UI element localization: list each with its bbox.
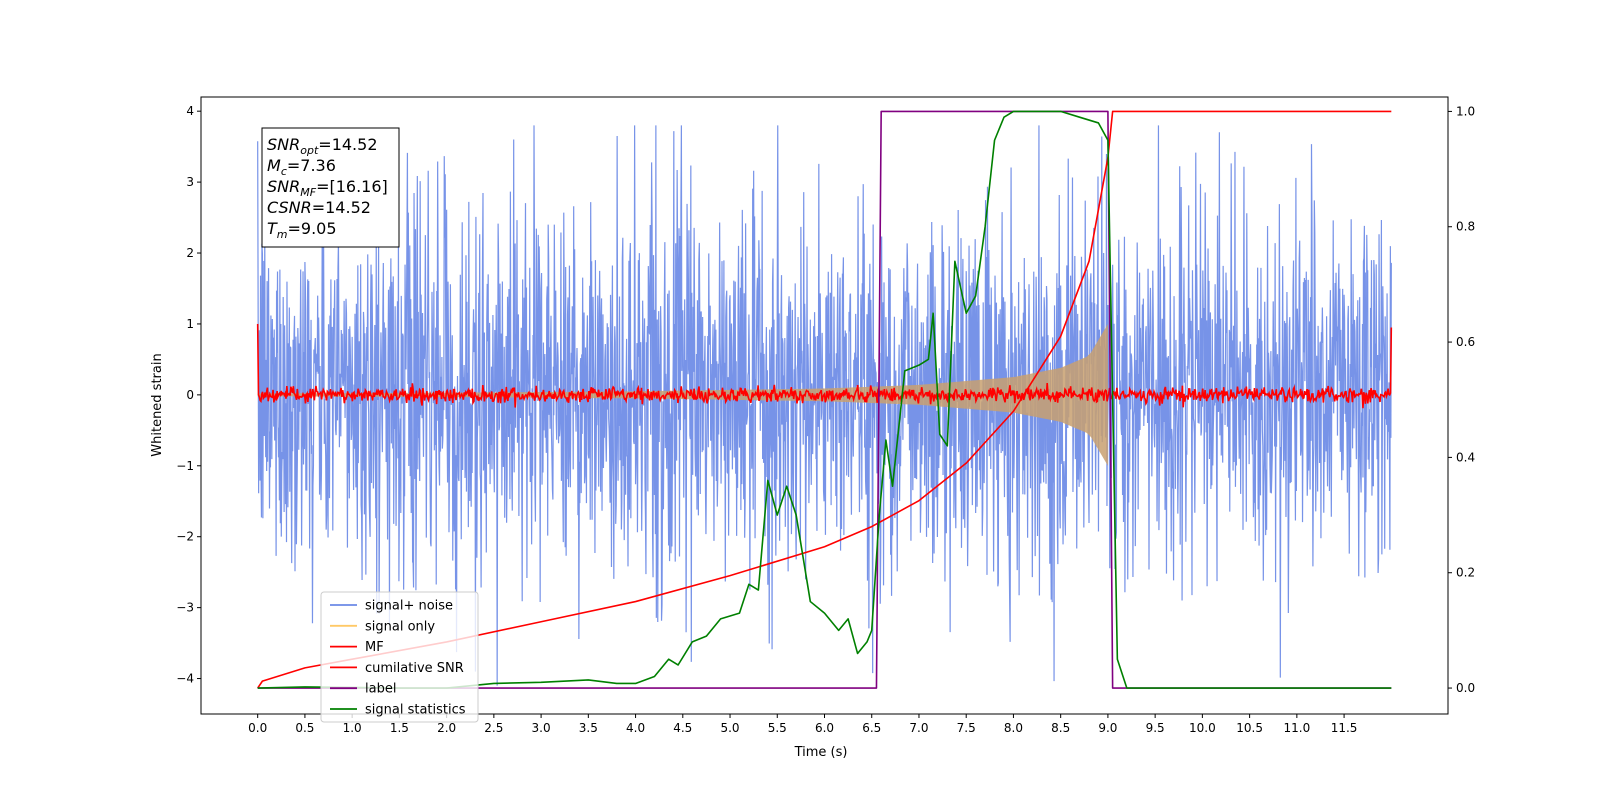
x-tick-label: 9.5: [1146, 721, 1165, 735]
y-tick-label: 4: [186, 104, 194, 118]
x-tick-label: 3.0: [532, 721, 551, 735]
x-axis: 0.0 0.5 1.0 1.5 2.0 2.5 3.0 3.5 4.0 4.5 5.0 5.5 6.0 6…: [248, 714, 1357, 735]
y-tick-label: 0: [186, 388, 194, 402]
legend-frame: [320, 591, 479, 723]
x-tick-label: 1.5: [390, 721, 409, 735]
y2-tick-label: 0.8: [1456, 220, 1475, 234]
y2-tick-label: 0.2: [1456, 566, 1475, 580]
y2-tick-label: 0.0: [1456, 681, 1475, 695]
legend-label: MF: [365, 640, 384, 655]
y2-tick-label: 0.4: [1456, 450, 1475, 464]
x-tick-label: 4.5: [673, 721, 692, 735]
x-tick-label: 11.0: [1283, 721, 1310, 735]
x-tick-label: 11.5: [1331, 721, 1358, 735]
x-tick-label: 5.0: [720, 721, 739, 735]
y-tick-label: −3: [176, 601, 194, 615]
info-box: SNRopt=14.52Mc=7.36SNRMF=[16.16]CSNR=14.…: [261, 127, 400, 248]
info-line: Tm=9.05: [267, 219, 337, 241]
x-tick-label: 4.0: [626, 721, 645, 735]
x-tick-label: 6.5: [862, 721, 881, 735]
y-tick-label: 3: [186, 175, 194, 189]
x-tick-label: 10.5: [1236, 721, 1263, 735]
x-tick-label: 3.5: [579, 721, 598, 735]
legend-label: label: [365, 682, 396, 697]
x-tick-label: 7.5: [957, 721, 976, 735]
series-mf: [256, 323, 1393, 409]
y-axis-left: −4 −3 −2 −1 0 1 2 3 4: [176, 104, 201, 686]
x-tick-label: 5.5: [768, 721, 787, 735]
x-tick-label: 0.0: [248, 721, 267, 735]
y2-tick-label: 0.6: [1456, 335, 1475, 349]
info-line: CSNR=14.52: [267, 198, 371, 217]
legend: signal+ noise signal only MF cumilative SNR…: [320, 591, 479, 723]
y-axis-right: 0.0 0.2 0.4 0.6 0.8 1.0: [1448, 104, 1475, 695]
x-tick-label: 8.5: [1051, 721, 1070, 735]
y-tick-label: 2: [186, 246, 194, 260]
x-tick-label: 2.0: [437, 721, 456, 735]
info-line: SNRMF=[16.16]: [267, 177, 388, 199]
x-axis-title: Time (s): [794, 745, 848, 760]
x-tick-label: 8.0: [1004, 721, 1023, 735]
info-line: SNRopt=14.52: [267, 135, 378, 157]
x-tick-label: 1.0: [343, 721, 362, 735]
y-axis-title: Whitened strain: [150, 353, 165, 456]
series-signal-statistics: [257, 110, 1392, 689]
legend-label: cumilative SNR: [365, 661, 464, 676]
x-tick-label: 2.5: [484, 721, 503, 735]
y-tick-label: 1: [186, 317, 194, 331]
legend-label: signal+ noise: [365, 599, 453, 614]
info-box-frame: [261, 127, 400, 248]
info-line: Mc=7.36: [267, 156, 336, 178]
y-tick-label: −1: [176, 459, 194, 473]
x-tick-label: 6.0: [815, 721, 834, 735]
x-tick-label: 0.5: [295, 721, 314, 735]
y-tick-label: −2: [176, 530, 194, 544]
legend-label: signal statistics: [365, 703, 466, 718]
x-tick-label: 7.0: [909, 721, 928, 735]
y2-tick-label: 1.0: [1456, 104, 1475, 118]
y-tick-label: −4: [176, 672, 194, 686]
x-tick-label: 9.0: [1098, 721, 1117, 735]
x-tick-label: 10.0: [1189, 721, 1216, 735]
legend-label: signal only: [365, 619, 435, 634]
